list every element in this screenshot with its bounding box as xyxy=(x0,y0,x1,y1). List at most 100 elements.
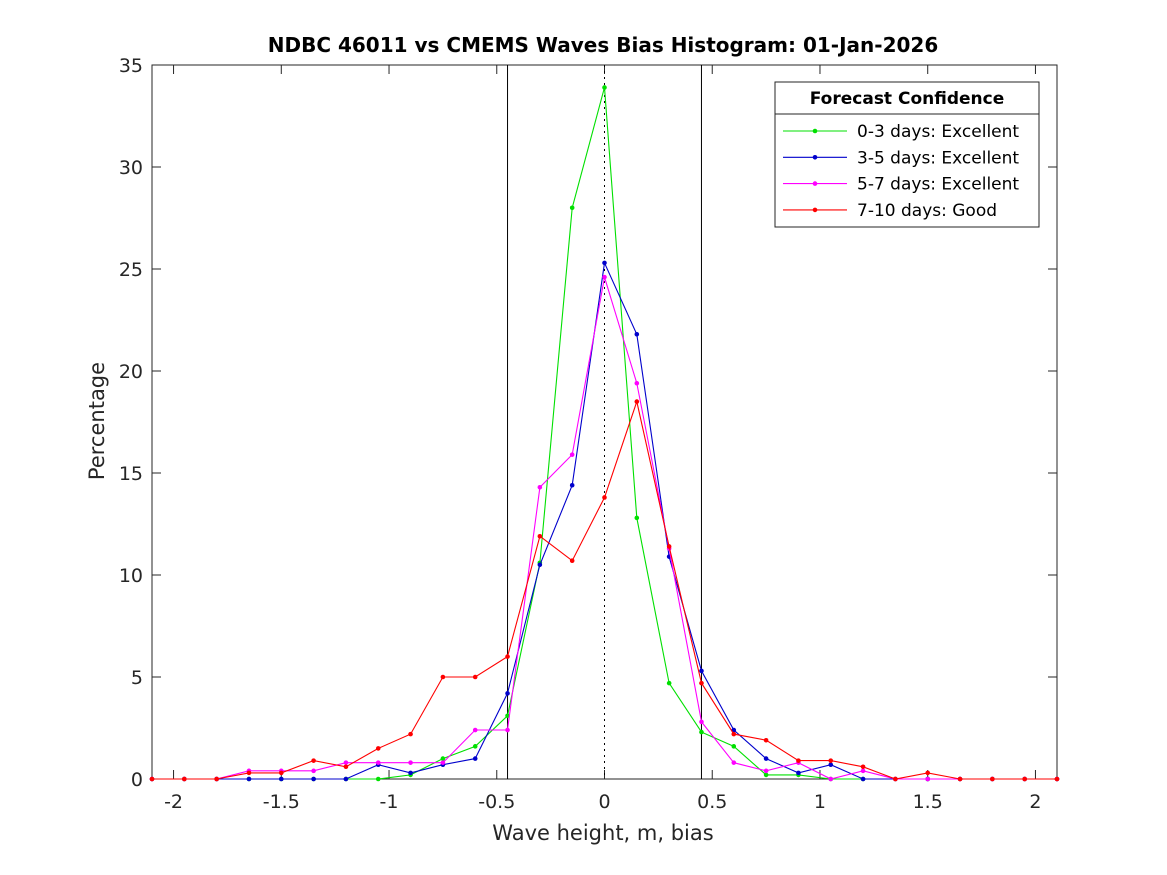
data-point xyxy=(375,760,381,765)
x-tick-label: -1 xyxy=(380,791,399,813)
data-point xyxy=(505,654,510,659)
data-point xyxy=(634,331,640,337)
data-point xyxy=(505,713,510,719)
data-point xyxy=(537,562,543,568)
y-tick-label: 35 xyxy=(119,55,143,77)
data-point xyxy=(860,776,866,782)
data-point xyxy=(925,770,931,776)
data-point xyxy=(828,758,834,763)
data-point xyxy=(569,452,575,457)
data-point xyxy=(440,760,446,765)
data-point xyxy=(763,737,769,743)
x-tick-label: 1.5 xyxy=(913,791,943,813)
data-point xyxy=(246,776,252,782)
data-point xyxy=(699,680,704,686)
data-point xyxy=(149,776,155,782)
data-point xyxy=(278,770,284,776)
data-point xyxy=(537,484,543,490)
data-point xyxy=(375,746,381,751)
data-point xyxy=(569,482,575,488)
x-tick-label: 0.5 xyxy=(697,791,727,813)
x-tick-label: 0 xyxy=(598,791,610,813)
x-tick-label: 2 xyxy=(1029,791,1041,813)
y-tick-label: 25 xyxy=(119,259,143,281)
data-point xyxy=(602,274,607,280)
data-point xyxy=(472,674,478,680)
legend-swatch-marker xyxy=(812,207,818,213)
data-point xyxy=(569,205,575,211)
y-tick-label: 5 xyxy=(131,667,143,689)
data-point xyxy=(375,776,381,782)
data-point xyxy=(569,558,575,564)
data-point xyxy=(990,776,995,782)
data-point xyxy=(537,533,543,539)
data-point xyxy=(602,85,607,90)
x-tick-label: 1 xyxy=(814,791,826,813)
data-point xyxy=(796,770,801,776)
legend-entry-label: 5-7 days: Excellent xyxy=(857,175,1019,195)
data-point xyxy=(408,731,413,737)
data-point xyxy=(343,760,349,765)
data-point xyxy=(860,764,866,770)
data-point xyxy=(634,380,640,386)
data-point xyxy=(666,680,672,686)
data-point xyxy=(634,515,640,521)
data-point xyxy=(699,719,704,725)
y-tick-label: 0 xyxy=(131,769,143,791)
data-point xyxy=(505,691,510,696)
data-point xyxy=(763,756,769,761)
data-point xyxy=(343,776,349,782)
data-point xyxy=(311,758,316,763)
data-point xyxy=(472,756,478,761)
data-point xyxy=(214,776,219,782)
y-tick-label: 20 xyxy=(119,361,143,383)
data-point xyxy=(666,544,672,549)
data-point xyxy=(699,729,704,735)
x-tick-label: -1.5 xyxy=(263,791,300,813)
data-point xyxy=(828,776,834,782)
data-point xyxy=(893,776,898,782)
legend-entry-label: 0-3 days: Excellent xyxy=(857,122,1019,142)
legend-swatch-marker xyxy=(812,128,818,134)
data-point xyxy=(246,770,252,776)
series-4 xyxy=(149,399,1060,782)
data-point xyxy=(731,744,737,749)
data-point xyxy=(311,768,316,774)
chart-title: NDBC 46011 vs CMEMS Waves Bias Histogram… xyxy=(268,33,939,57)
data-point xyxy=(472,727,478,733)
y-tick-label: 10 xyxy=(119,565,143,587)
data-point xyxy=(343,764,349,770)
data-point xyxy=(731,727,737,733)
data-point xyxy=(634,399,640,404)
legend-entry-label: 3-5 days: Excellent xyxy=(857,148,1019,168)
x-tick-label: -2 xyxy=(164,791,183,813)
legend-swatch-marker xyxy=(812,155,818,160)
data-point xyxy=(731,731,737,737)
data-point xyxy=(408,770,413,776)
legend-entry-label: 7-10 days: Good xyxy=(857,201,997,221)
data-point xyxy=(182,776,187,782)
data-point xyxy=(860,768,866,774)
data-point xyxy=(311,776,316,782)
x-axis-label: Wave height, m, bias xyxy=(492,821,713,845)
data-point xyxy=(602,495,607,500)
data-point xyxy=(796,758,801,763)
plot-area: -2 -1.5 -1 -0.5 0 0.5 1 1.5 205101520253035Forec… xyxy=(119,55,1060,813)
data-point xyxy=(602,260,607,266)
data-point xyxy=(925,776,931,782)
data-point xyxy=(440,674,446,680)
data-point xyxy=(699,668,704,674)
data-point xyxy=(828,762,834,768)
y-axis-label: Percentage xyxy=(85,362,109,480)
data-point xyxy=(763,772,769,778)
data-point xyxy=(472,744,478,749)
legend-box xyxy=(774,81,1040,228)
data-point xyxy=(440,756,446,761)
legend-title: Forecast Confidence xyxy=(810,89,1005,109)
y-tick-label: 30 xyxy=(119,157,143,179)
data-point xyxy=(957,776,963,782)
y-tick-label: 15 xyxy=(119,463,143,485)
data-point xyxy=(278,776,284,782)
data-point xyxy=(731,760,737,765)
